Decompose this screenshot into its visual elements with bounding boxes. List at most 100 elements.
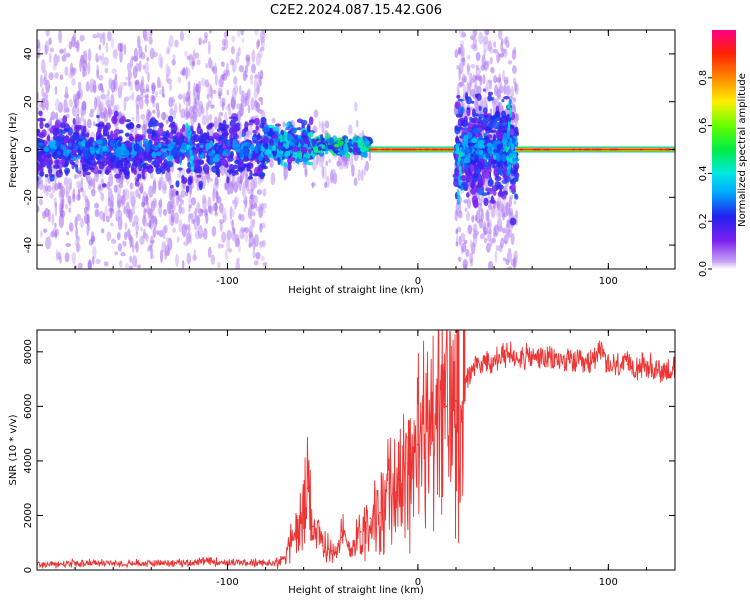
heatmap-cell [211, 66, 215, 72]
heatmap-cell [209, 30, 212, 34]
heatmap-cell [273, 126, 280, 133]
heatmap-cell [484, 60, 491, 66]
heatmap-cell [260, 117, 267, 125]
heatmap-cell [483, 237, 488, 244]
heatmap-cell [460, 232, 466, 243]
heatmap-cell [251, 49, 256, 63]
heatmap-cell [89, 146, 96, 155]
colorbar-gradient [712, 30, 736, 269]
heatmap-cell [155, 90, 159, 98]
heatmap-cell [124, 263, 130, 269]
heatmap-cell [38, 180, 44, 191]
heatmap-cell [168, 142, 175, 150]
heatmap-cell [172, 137, 178, 143]
heatmap-cell [255, 251, 261, 260]
heatmap-cell [483, 48, 486, 57]
heatmap-cell [39, 144, 46, 149]
heatmap-cell [196, 59, 201, 66]
heatmap-cell [120, 115, 126, 122]
heatmap-cell [485, 153, 491, 159]
heatmap-cell [213, 116, 218, 130]
heatmap-cell [200, 160, 204, 165]
heatmap-cell [87, 48, 92, 63]
heatmap-cell [303, 140, 311, 144]
heatmap-cell [460, 44, 464, 57]
heatmap-cell [99, 147, 103, 156]
heatmap-cell [147, 133, 153, 140]
heatmap-cell [292, 146, 299, 153]
heatmap-cell [106, 99, 112, 109]
heatmap-cell [118, 129, 124, 134]
heatmap-cell [176, 172, 183, 179]
heatmap-cell [77, 262, 83, 269]
heatmap-cell [128, 78, 131, 88]
heatmap-cell [73, 173, 77, 180]
heatmap-cell [456, 83, 460, 97]
heatmap-cell [65, 243, 71, 248]
heatmap-cell [488, 260, 494, 269]
heatmap-cell [218, 147, 224, 154]
heatmap-cell [471, 214, 475, 223]
heatmap-cell [144, 94, 150, 99]
heatmap-cell [128, 234, 132, 242]
heatmap-cell [497, 143, 503, 150]
heatmap-cell [282, 121, 286, 128]
heatmap-cell [135, 189, 139, 198]
heatmap-cell [42, 160, 49, 166]
heatmap-cell [222, 143, 226, 150]
heatmap-cell [230, 58, 234, 66]
heatmap-cell [73, 32, 77, 43]
heatmap-cell [507, 229, 512, 239]
heatmap-cell [167, 155, 174, 162]
snr-data-point [436, 413, 438, 416]
heatmap-cell [54, 159, 60, 165]
heatmap-cell [360, 147, 364, 152]
heatmap-cell [55, 112, 59, 120]
heatmap-cell [94, 147, 98, 151]
heatmap-cell [481, 54, 486, 68]
snr-data-point [645, 366, 648, 368]
heatmap-cell [291, 138, 298, 144]
heatmap-cell [65, 203, 69, 210]
snr-data-point [379, 511, 381, 514]
heatmap-cell [81, 128, 85, 135]
colorbar-tick-label: 0.6 [698, 118, 709, 134]
snr-data-point [112, 562, 114, 564]
heatmap-cell [114, 173, 121, 179]
heatmap-cell [107, 196, 111, 207]
heatmap-cell [313, 109, 319, 118]
heatmap-cell [94, 96, 97, 111]
heatmap-cell [105, 122, 111, 130]
heatmap-cell [67, 72, 74, 79]
heatmap-cell [136, 173, 142, 179]
heatmap-cell [135, 96, 140, 110]
heatmap-cell [165, 119, 169, 125]
heatmap-cell [160, 111, 167, 121]
heatmap-cell [243, 207, 247, 213]
heatmap-cell [460, 158, 465, 163]
heatmap-cell [68, 99, 73, 108]
heatmap-cell [130, 149, 135, 159]
heatmap-cell [240, 30, 245, 36]
heatmap-cell [495, 244, 501, 252]
heatmap-cell [155, 102, 160, 111]
heatmap-cell [258, 241, 264, 249]
heatmap-cell [488, 229, 492, 234]
heatmap-cell [105, 42, 109, 54]
heatmap-cell [507, 247, 512, 253]
heatmap-cell [325, 133, 330, 140]
heatmap-cell [372, 148, 376, 151]
heatmap-cell [456, 126, 463, 130]
heatmap-cell [503, 48, 508, 58]
heatmap-cell [101, 52, 105, 67]
heatmap-cell [160, 162, 167, 170]
heatmap-cell [150, 200, 156, 212]
heatmap-cell [139, 186, 144, 194]
heatmap-cell [153, 215, 158, 230]
heatmap-cell [159, 156, 163, 164]
heatmap-cell [97, 169, 102, 175]
heatmap-cell [492, 49, 498, 54]
heatmap-cell [457, 98, 464, 102]
